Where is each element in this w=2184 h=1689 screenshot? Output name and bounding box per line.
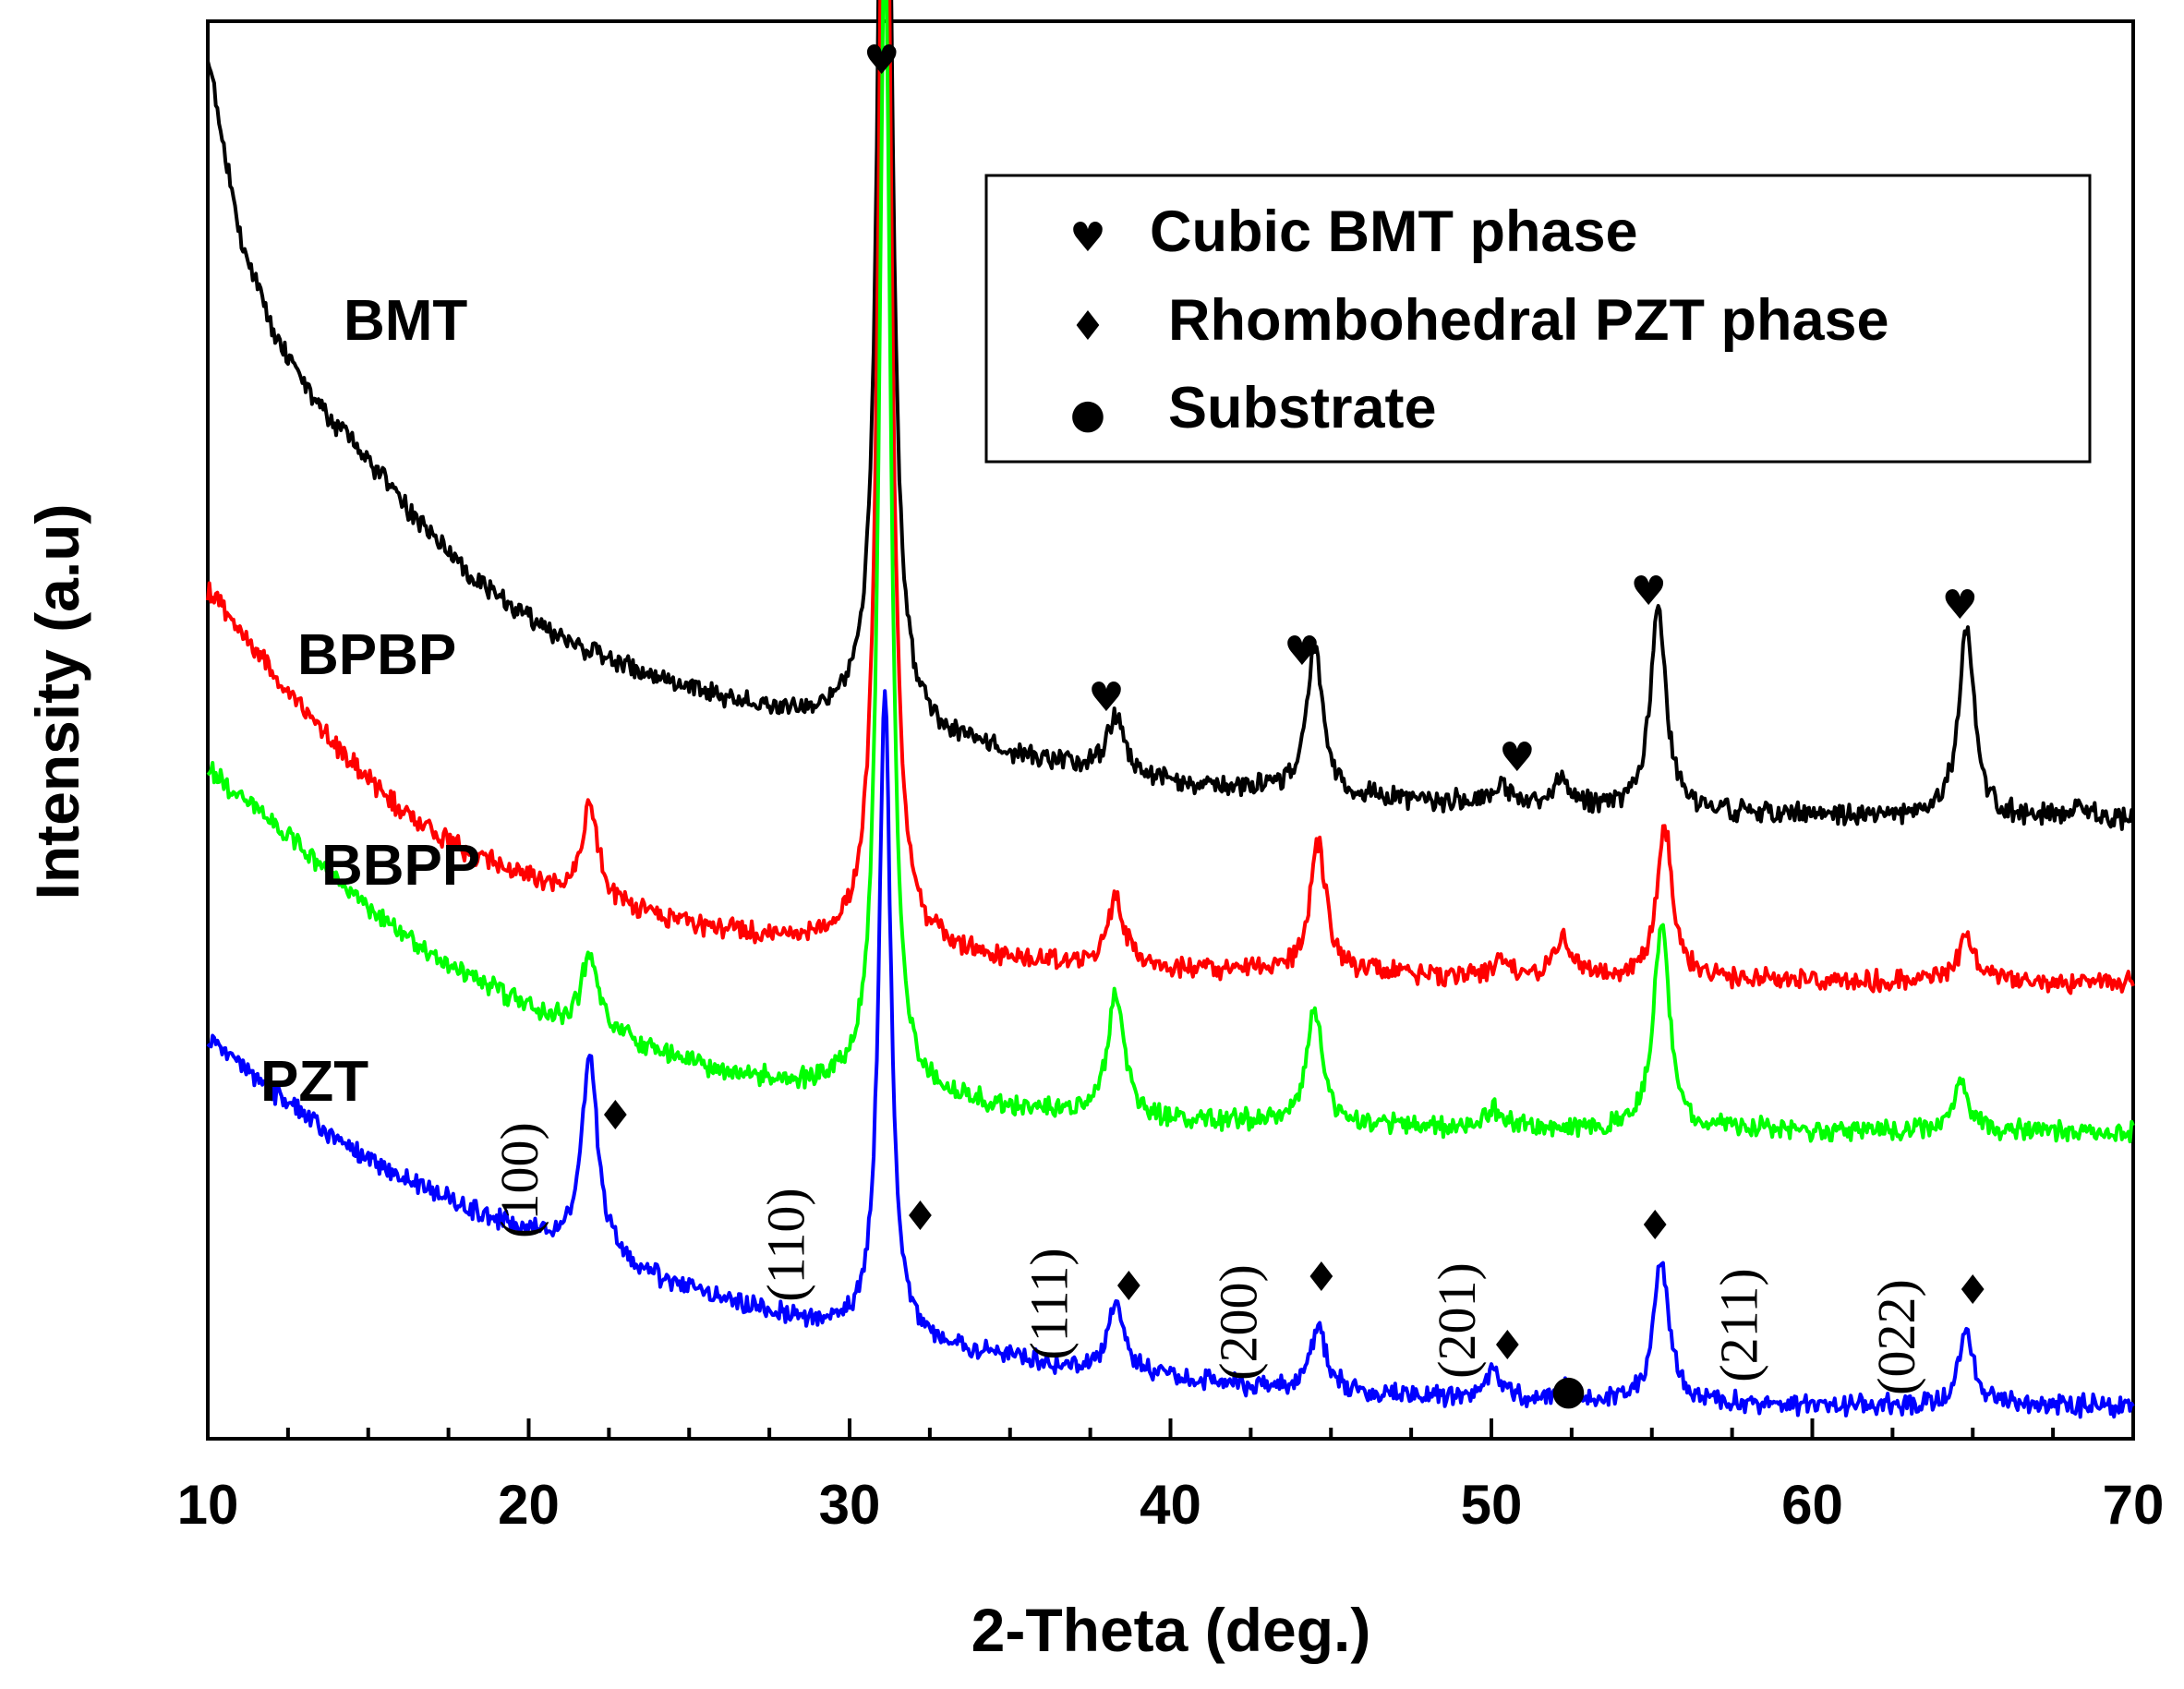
x-tick-label: 10	[177, 1474, 239, 1536]
series-label-pzt: PZT	[260, 1050, 368, 1114]
hkl-label: (201)	[1427, 1262, 1487, 1379]
pzt-phase-marker-icon: ♦	[1303, 1254, 1339, 1301]
series-line-bbpp	[206, 0, 2135, 1144]
bmt-phase-marker-icon: ♥	[1088, 674, 1124, 721]
y-axis-title: Intensity (a.u)	[23, 503, 91, 899]
bmt-phase-marker-icon: ♥	[1284, 628, 1320, 675]
series-line-bmt	[206, 0, 2135, 831]
pzt-phase-marker-icon: ♦	[1636, 1202, 1672, 1249]
x-tick-label: 40	[1140, 1474, 1201, 1536]
pzt-phase-marker-icon: ♦	[902, 1193, 938, 1240]
hkl-label: (110)	[756, 1188, 816, 1301]
x-axis: 10 20 30 40 50 60 70	[177, 1418, 2165, 1536]
x-tick-label: 20	[498, 1474, 560, 1536]
series-line-pzt	[206, 689, 2135, 1419]
legend-dot-icon: ●	[1070, 391, 1105, 438]
series-layer	[206, 0, 2135, 1419]
x-tick-label: 60	[1781, 1474, 1843, 1536]
legend-label: Rhombohedral PZT phase	[1168, 288, 1889, 353]
hkl-label: (211)	[1709, 1268, 1769, 1381]
series-label-bpbp: BPBP	[297, 623, 456, 687]
pzt-phase-marker-icon: ♦	[1111, 1263, 1147, 1310]
pzt-phase-marker-icon: ♦	[597, 1092, 633, 1140]
bmt-phase-marker-icon: ♥	[1942, 582, 1978, 629]
series-label-bmt: BMT	[344, 289, 467, 353]
hkl-label: (100)	[489, 1122, 549, 1238]
x-tick-label: 50	[1461, 1474, 1523, 1536]
hkl-label: (200)	[1208, 1264, 1268, 1381]
x-tick-label: 70	[2103, 1474, 2165, 1536]
hkl-label: (022)	[1866, 1279, 1926, 1395]
legend: ♥ Cubic BMT phase ♦ Rhombohedral PZT phase ●…	[984, 174, 2092, 464]
bmt-phase-marker-icon: ♥	[1631, 568, 1667, 615]
bmt-phase-marker-icon: ♥	[1499, 734, 1535, 781]
bmt-phase-marker-icon: ♥	[863, 37, 899, 84]
legend-label: Substrate	[1168, 376, 1437, 440]
pzt-phase-marker-icon: ♦	[1955, 1267, 1991, 1314]
series-line-bpbp	[206, 0, 2135, 995]
hkl-label: (111)	[1019, 1248, 1079, 1359]
legend-diamond-icon: ♦	[1069, 303, 1105, 350]
annotation-layer: BMT BPBP BBPP PZT (100) (110) (111) (200) (201) (…	[260, 37, 1991, 1414]
series-label-bbpp: BBPP	[321, 834, 480, 898]
legend-label: Cubic BMT phase	[1150, 199, 1638, 264]
legend-heart-icon: ♥	[1069, 214, 1105, 261]
substrate-marker-icon: ●	[1551, 1367, 1586, 1414]
legend-box	[984, 174, 2092, 464]
x-tick-label: 30	[819, 1474, 881, 1536]
x-axis-title: 2-Theta (deg.)	[971, 1596, 1371, 1664]
pzt-phase-marker-icon: ♦	[1490, 1322, 1526, 1369]
